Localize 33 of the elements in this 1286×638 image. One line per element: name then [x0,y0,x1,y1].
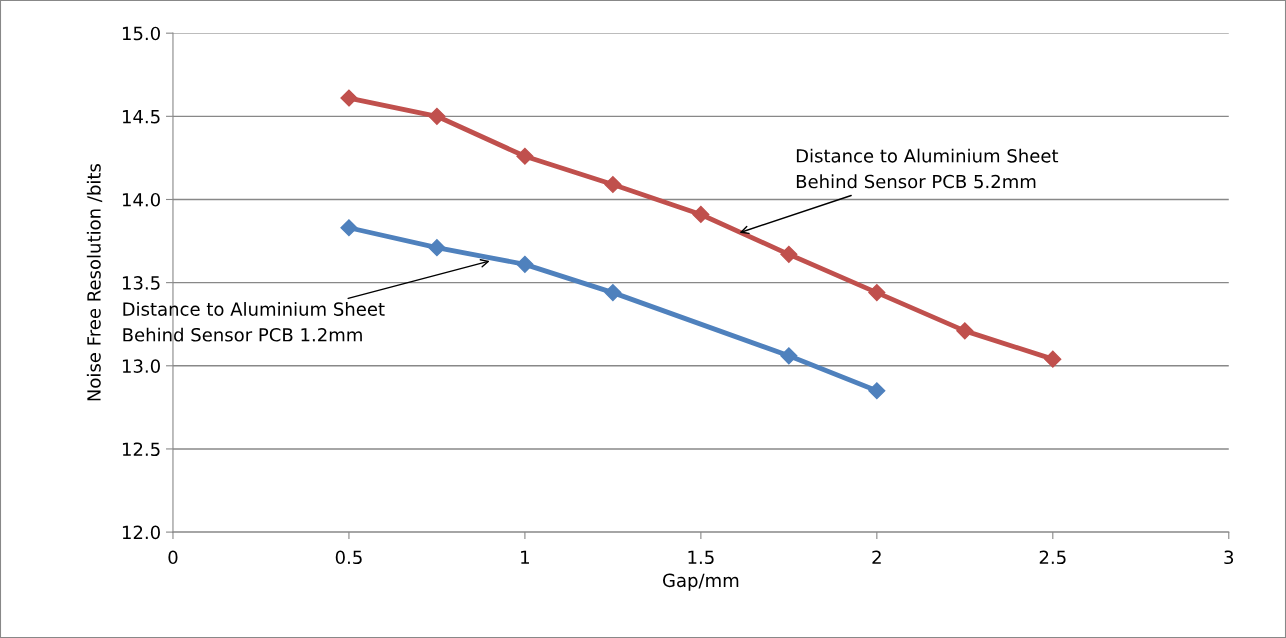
y-tick-label: 12.0 [122,525,160,540]
point [956,322,974,340]
y-axis-title: Noise Free Resolution /bits [86,164,103,401]
x-tick-label: 1 [521,550,529,564]
x-tick-label: 2.5 [1039,550,1066,565]
point [604,175,622,194]
y-tick-label: 15.0 [122,26,160,41]
y-tick-label: 14.0 [122,192,160,207]
point [516,255,534,273]
x-tick-label: 3 [1224,550,1234,565]
x-axis-title: Gap/mm [663,573,739,591]
point [340,89,358,107]
annotation: Distance to Aluminium Sheet Behind Sensor PCB 5.2mm [796,148,1059,189]
y-tick-label: 13.0 [122,359,160,373]
point [516,147,534,165]
y-tick-label: 13.5 [122,276,160,290]
point [868,284,886,302]
x-tick-label: 0.5 [335,550,362,565]
point [428,239,446,257]
annotation: Distance to Aluminium Sheet Behind Sensor PCB 1.2mm [123,301,385,342]
point [868,382,886,400]
point [428,107,446,125]
x-tick-label: 1.5 [688,550,714,565]
point [1044,350,1062,368]
x-tick-label: 0 [168,550,178,565]
point [692,205,710,224]
point [780,245,798,263]
x-tick-label: 2 [872,550,881,564]
y-tick-label: 12.5 [122,442,160,457]
point [604,284,622,302]
point [340,219,358,237]
y-tick-label: 14.5 [122,110,160,124]
point [780,347,798,365]
